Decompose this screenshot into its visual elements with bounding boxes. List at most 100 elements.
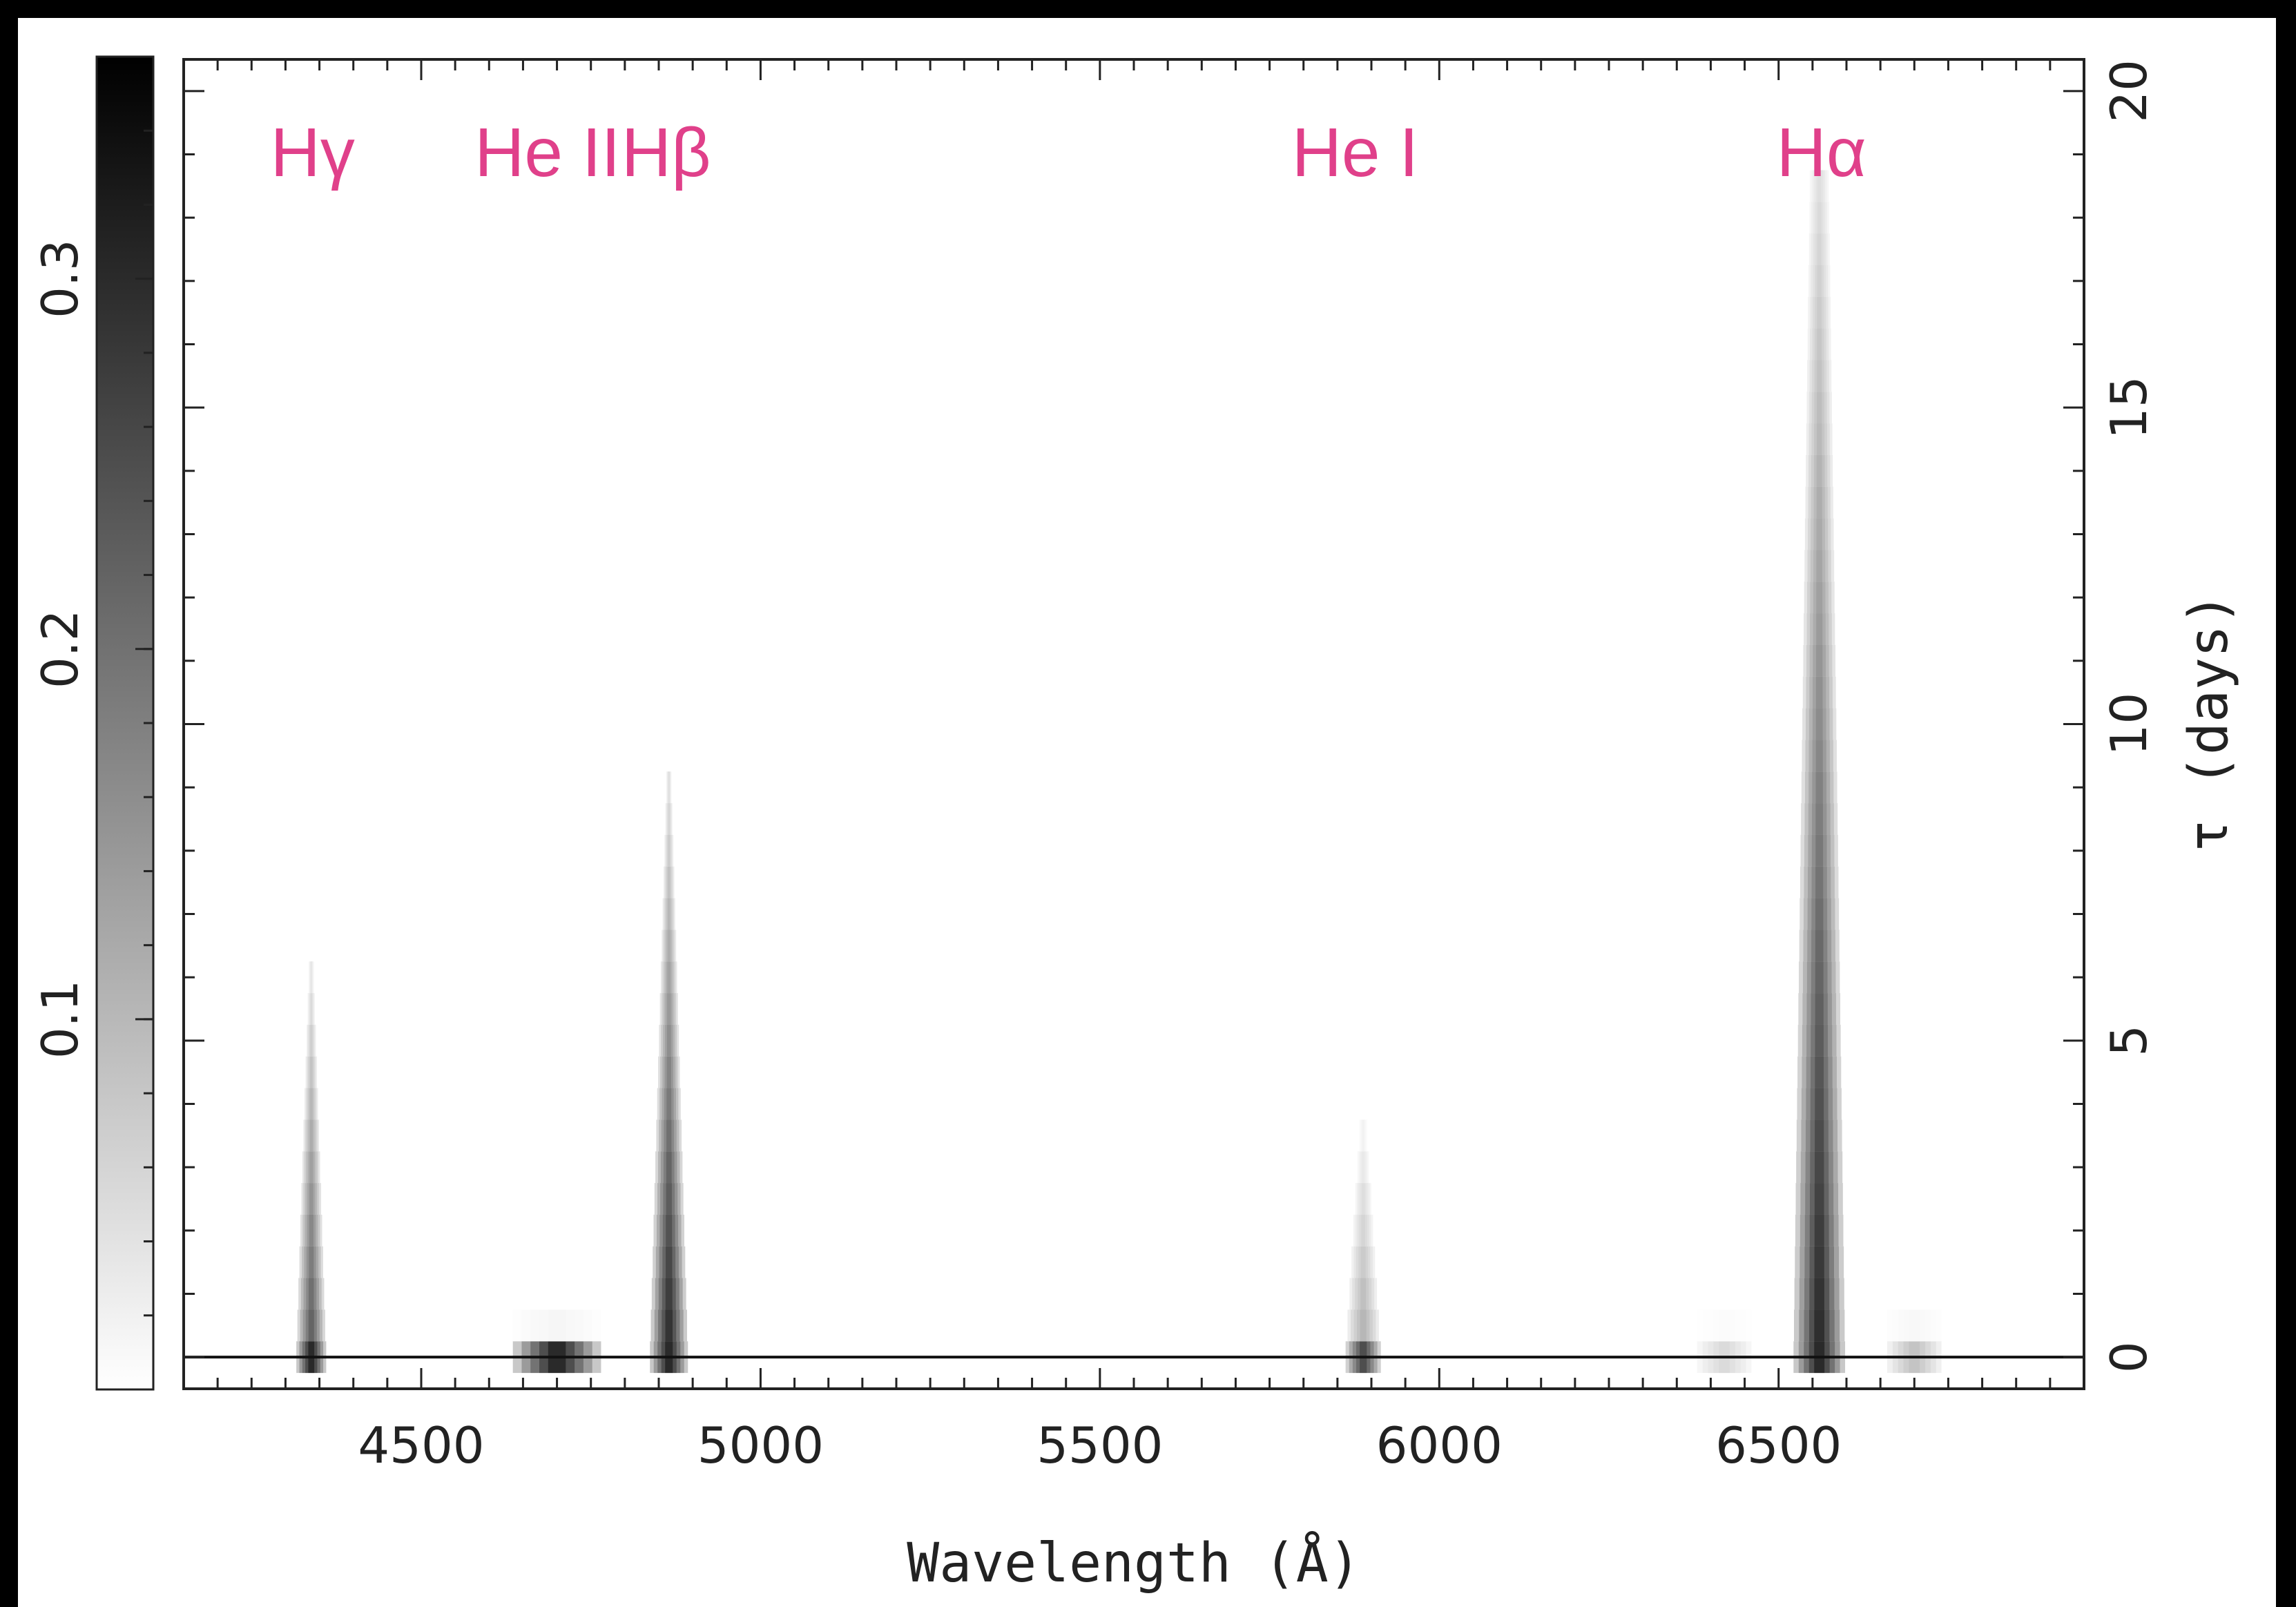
- y-tick-label: 5: [2100, 1025, 2158, 1057]
- heatmap-cell: [1809, 202, 1830, 234]
- heatmap-cell: [668, 803, 670, 835]
- heatmap-cell: [530, 1309, 583, 1342]
- heatmap-cell: [298, 1278, 325, 1310]
- heatmap-cell: [1909, 1309, 1920, 1342]
- heatmap-cell: [656, 1119, 682, 1152]
- heatmap-cell: [668, 771, 670, 804]
- heatmap-cell: [668, 771, 671, 804]
- heatmap-cell: [1811, 961, 1828, 994]
- heatmap-cell: [1811, 834, 1827, 867]
- heatmap-cell: [306, 1246, 316, 1278]
- heatmap-cell: [653, 1246, 686, 1278]
- heatmap-cell: [308, 1119, 315, 1152]
- heatmap-cell: [1812, 360, 1827, 392]
- heatmap-cell: [664, 1056, 674, 1088]
- heatmap-cell: [1804, 803, 1834, 835]
- heatmap-cell: [307, 1214, 316, 1247]
- heatmap-cell: [663, 1024, 675, 1057]
- heatmap-cell: [666, 834, 672, 867]
- heatmap-cell: [1358, 1183, 1369, 1215]
- heatmap-cell: [1809, 1246, 1829, 1278]
- heatmap-cell: [660, 961, 677, 994]
- heatmap-cell: [659, 993, 678, 1025]
- heatmap-cell: [665, 993, 673, 1025]
- heatmap-cell: [1814, 1214, 1824, 1247]
- heatmap-cell: [1814, 1183, 1824, 1215]
- heatmap-cell: [307, 1151, 315, 1184]
- heatmap-cell: [657, 1183, 681, 1215]
- heatmap-cell: [309, 1119, 313, 1152]
- heatmap-cell: [1808, 866, 1831, 898]
- heatmap-cell: [667, 930, 671, 962]
- heatmap-cell: [659, 1088, 679, 1120]
- heatmap-cell: [666, 1024, 671, 1057]
- heatmap-feature: [650, 771, 688, 1374]
- y-axis-title: τ (days): [2178, 593, 2240, 852]
- heatmap-cell: [664, 930, 674, 962]
- heatmap-cell: [1797, 1088, 1842, 1120]
- heatmap-cell: [666, 803, 672, 835]
- heatmap-cell: [1713, 1309, 1735, 1342]
- heatmap-cell: [305, 1088, 317, 1120]
- y-axis: 0 5 10 15 20: [184, 59, 2158, 1373]
- heatmap-cell: [1357, 1309, 1370, 1342]
- heatmap-cell: [1804, 1214, 1834, 1247]
- heatmap-cell: [1815, 1119, 1824, 1152]
- heatmap-cell: [1805, 1119, 1833, 1152]
- heatmap-cell: [666, 898, 672, 930]
- heatmap-cell: [1793, 1309, 1845, 1342]
- heatmap-cell: [1798, 993, 1841, 1025]
- heatmap-cell: [307, 993, 316, 1025]
- heatmap-cell: [1355, 1278, 1372, 1310]
- heatmap-cell: [1361, 1214, 1366, 1247]
- heatmap-cell: [1816, 423, 1822, 455]
- heatmap-cell: [302, 1151, 320, 1184]
- heatmap-cell: [1817, 360, 1822, 392]
- heatmap-cell: [1362, 1119, 1364, 1152]
- heatmap-cell: [512, 1309, 601, 1342]
- heatmap-cell: [663, 930, 675, 962]
- heatmap-cell: [309, 1214, 313, 1247]
- heatmap-cell: [666, 1151, 672, 1184]
- heatmap-cell: [1813, 676, 1826, 709]
- x-tick-label: 6500: [1715, 1416, 1842, 1474]
- heatmap-cell: [1807, 581, 1832, 614]
- x-axis-title: Wavelength (Å): [907, 1531, 1360, 1595]
- heatmap-cell: [1816, 581, 1823, 614]
- emission-line-label: Hβ: [621, 114, 711, 191]
- heatmap-cell: [309, 961, 313, 994]
- heatmap-cell: [1800, 898, 1840, 930]
- heatmap-cell: [310, 961, 312, 994]
- figure-background: [18, 18, 2276, 1607]
- heatmap-cell: [665, 1309, 673, 1342]
- heatmap-cell: [308, 993, 315, 1025]
- heatmap-cell: [1805, 1151, 1833, 1184]
- heatmap-cell: [1808, 803, 1831, 835]
- heatmap-cell: [1809, 676, 1830, 709]
- heatmap-cell: [310, 993, 312, 1025]
- heatmap-cell: [1804, 1246, 1834, 1278]
- heatmap-cell: [1794, 1278, 1844, 1310]
- heatmap-cell: [1810, 328, 1829, 360]
- heatmap-cell: [1810, 550, 1829, 582]
- heatmap-cell: [307, 1056, 315, 1088]
- heatmap-cell: [1814, 1151, 1824, 1184]
- heatmap-cell: [1351, 1246, 1376, 1278]
- heatmap-cell: [659, 1246, 679, 1278]
- heatmap-cell: [1817, 392, 1822, 424]
- heatmap-cell: [308, 1088, 314, 1120]
- colorbar-ticks: 0.1 0.2 0.3: [31, 129, 153, 1317]
- heatmap-cell: [309, 993, 314, 1025]
- heatmap-cell: [667, 771, 671, 804]
- heatmap-cell: [305, 1309, 317, 1342]
- heatmap-cell: [660, 1056, 678, 1088]
- heatmap-cell: [1814, 1309, 1825, 1342]
- emission-line-label: He II: [474, 114, 620, 191]
- heatmap-cell: [1811, 233, 1828, 265]
- heatmap-cell: [1797, 1024, 1841, 1057]
- heatmap-cell: [1801, 1088, 1837, 1120]
- heatmap-cell: [1359, 1214, 1367, 1247]
- heatmap-cell: [1811, 170, 1827, 202]
- heatmap-cell: [1813, 170, 1825, 202]
- heatmap-cell: [1808, 771, 1831, 804]
